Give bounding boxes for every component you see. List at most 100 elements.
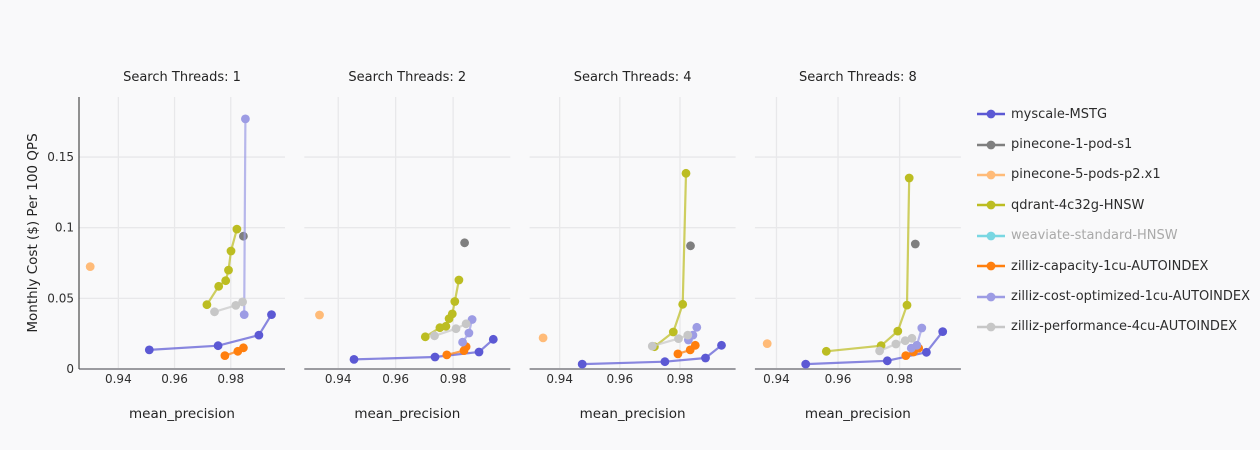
plot-area[interactable] bbox=[79, 97, 285, 369]
legend-item-pinecone-5-pods-p2.x1[interactable]: pinecone-5-pods-p2.x1 bbox=[976, 160, 1250, 190]
series-qdrant-4c32g-HNSW bbox=[821, 173, 914, 356]
data-point[interactable] bbox=[461, 319, 471, 329]
legend-item-zilliz-performance-4cu-AUTOINDEX[interactable]: zilliz-performance-4cu-AUTOINDEX bbox=[976, 312, 1250, 342]
data-point[interactable] bbox=[239, 310, 249, 319]
series-zilliz-performance-4cu-AUTOINDEX bbox=[210, 297, 248, 317]
data-point[interactable] bbox=[907, 333, 917, 343]
data-point[interactable] bbox=[238, 297, 248, 307]
data-point[interactable] bbox=[701, 353, 710, 363]
data-point[interactable] bbox=[221, 276, 231, 286]
data-point[interactable] bbox=[267, 310, 276, 319]
data-point[interactable] bbox=[224, 265, 233, 275]
data-point[interactable] bbox=[420, 332, 430, 342]
data-point[interactable] bbox=[430, 352, 440, 362]
series-pinecone-1-pod-s1 bbox=[686, 241, 695, 251]
legend-item-zilliz-cost-optimized-1cu-AUTOINDEX[interactable]: zilliz-cost-optimized-1cu-AUTOINDEX bbox=[976, 281, 1250, 311]
x-tick-label: 0.94 bbox=[105, 372, 132, 386]
data-point[interactable] bbox=[538, 333, 548, 343]
data-point[interactable] bbox=[692, 322, 702, 332]
data-point[interactable] bbox=[660, 357, 670, 367]
data-point[interactable] bbox=[460, 238, 469, 248]
legend-item-qdrant-4c32g-HNSW[interactable]: qdrant-4c32g-HNSW bbox=[976, 190, 1250, 220]
data-point[interactable] bbox=[458, 337, 467, 347]
data-point[interactable] bbox=[474, 347, 484, 357]
data-point[interactable] bbox=[900, 336, 910, 346]
data-point[interactable] bbox=[231, 301, 241, 310]
data-point[interactable] bbox=[577, 359, 587, 369]
data-point[interactable] bbox=[901, 351, 911, 360]
data-point[interactable] bbox=[683, 330, 693, 340]
data-point[interactable] bbox=[441, 321, 451, 331]
data-point[interactable] bbox=[891, 339, 901, 349]
legend-marker-icon bbox=[977, 200, 1005, 210]
data-point[interactable] bbox=[430, 331, 439, 341]
data-point[interactable] bbox=[882, 356, 892, 366]
data-point[interactable] bbox=[922, 347, 931, 357]
data-point[interactable] bbox=[673, 349, 683, 359]
data-point[interactable] bbox=[917, 323, 927, 333]
legend-item-label: weaviate-standard-HNSW bbox=[1011, 228, 1178, 244]
data-point[interactable] bbox=[681, 168, 691, 178]
data-point[interactable] bbox=[821, 346, 831, 356]
data-point[interactable] bbox=[239, 231, 248, 241]
data-point[interactable] bbox=[910, 239, 920, 249]
data-point[interactable] bbox=[678, 299, 688, 309]
data-point[interactable] bbox=[801, 359, 811, 369]
legend-item-zilliz-capacity-1cu-AUTOINDEX[interactable]: zilliz-capacity-1cu-AUTOINDEX bbox=[976, 251, 1250, 281]
data-point[interactable] bbox=[674, 334, 683, 343]
series-qdrant-4c32g-HNSW bbox=[420, 275, 464, 342]
legend-marker-icon bbox=[977, 109, 1005, 119]
plot-area[interactable] bbox=[755, 97, 961, 369]
data-point[interactable] bbox=[85, 262, 95, 271]
data-point[interactable] bbox=[893, 326, 903, 336]
data-point[interactable] bbox=[144, 345, 154, 355]
data-point[interactable] bbox=[647, 341, 657, 351]
legend-item-myscale-MSTG[interactable]: myscale-MSTG bbox=[976, 99, 1250, 129]
legend-item-label: pinecone-1-pod-s1 bbox=[1011, 137, 1133, 153]
data-point[interactable] bbox=[488, 334, 498, 344]
series-zilliz-capacity-1cu-AUTOINDEX bbox=[442, 342, 471, 360]
data-point[interactable] bbox=[762, 339, 772, 348]
legend-item-pinecone-1-pod-s1[interactable]: pinecone-1-pod-s1 bbox=[976, 129, 1250, 159]
data-point[interactable] bbox=[202, 300, 212, 310]
data-point[interactable] bbox=[349, 355, 359, 364]
data-point[interactable] bbox=[254, 330, 264, 340]
x-axis-title: mean_precision bbox=[580, 406, 686, 422]
facet-panel-3: 0.94 0.96 0.98 Search Threads: 4 mean_precis… bbox=[529, 70, 736, 422]
data-point[interactable] bbox=[214, 281, 224, 291]
series-myscale-MSTG bbox=[577, 340, 726, 369]
y-axis-title: Monthly Cost ($) Per 100 QPS bbox=[25, 133, 41, 332]
x-axis-title: mean_precision bbox=[354, 406, 460, 422]
data-point[interactable] bbox=[464, 328, 474, 338]
data-point[interactable] bbox=[902, 300, 912, 310]
legend-marker-icon bbox=[977, 322, 1005, 332]
data-point[interactable] bbox=[239, 343, 248, 353]
data-point[interactable] bbox=[686, 241, 695, 251]
x-tick-label: 0.98 bbox=[667, 372, 694, 386]
data-point[interactable] bbox=[690, 340, 700, 350]
data-point[interactable] bbox=[241, 114, 250, 124]
data-point[interactable] bbox=[210, 307, 219, 317]
data-point[interactable] bbox=[938, 327, 948, 336]
data-point[interactable] bbox=[454, 275, 464, 285]
data-point[interactable] bbox=[451, 324, 461, 334]
data-point[interactable] bbox=[232, 224, 242, 234]
data-point[interactable] bbox=[447, 309, 457, 319]
data-point[interactable] bbox=[213, 341, 223, 351]
data-point[interactable] bbox=[450, 297, 460, 306]
data-point[interactable] bbox=[912, 340, 922, 350]
data-point[interactable] bbox=[875, 346, 884, 356]
legend-item-weaviate-standard-HNSW[interactable]: weaviate-standard-HNSW bbox=[976, 221, 1250, 251]
plot-area[interactable] bbox=[530, 97, 736, 369]
series-pinecone-5-pods-p2.x1 bbox=[85, 262, 95, 271]
y-tick-label: 0 bbox=[66, 362, 74, 376]
data-point[interactable] bbox=[904, 173, 914, 183]
data-point[interactable] bbox=[315, 310, 324, 320]
data-point[interactable] bbox=[220, 351, 230, 360]
data-point[interactable] bbox=[717, 340, 726, 350]
facet-title: Search Threads: 2 bbox=[348, 70, 466, 85]
data-point[interactable] bbox=[442, 350, 452, 360]
data-point[interactable] bbox=[226, 246, 236, 256]
data-point[interactable] bbox=[668, 327, 678, 337]
plot-area[interactable] bbox=[304, 97, 510, 369]
